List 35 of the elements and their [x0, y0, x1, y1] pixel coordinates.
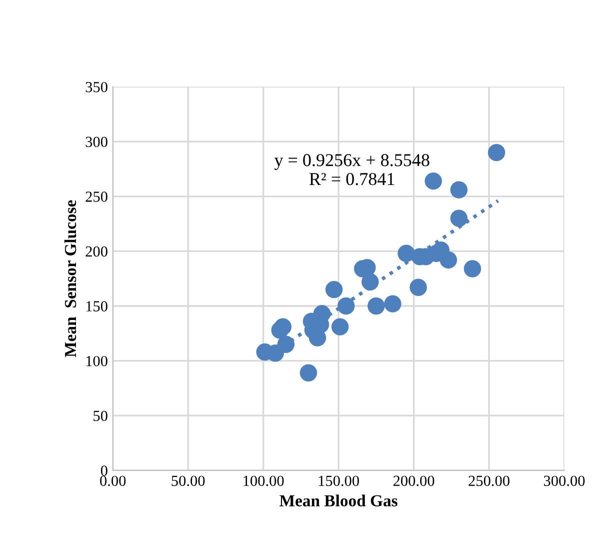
point [277, 336, 294, 353]
point [274, 318, 292, 336]
y-tick-label: 250 [86, 192, 108, 202]
y-tick-label: 0 [100, 466, 108, 476]
point [337, 297, 355, 315]
point [410, 278, 427, 296]
point [368, 297, 385, 315]
annotation: y = 0.9256x + 8.5548 R² = 0.7841 [274, 154, 430, 186]
point [450, 210, 468, 227]
y-tick-label: 50 [94, 410, 108, 422]
point [300, 364, 318, 382]
point [424, 172, 442, 190]
x-axis-title: Mean Blood Gas [280, 494, 398, 506]
x-tick-label: 200.00 [393, 476, 434, 486]
point [450, 181, 468, 198]
point [384, 295, 402, 312]
point [398, 244, 415, 262]
x-tick-label: 100.00 [244, 476, 284, 486]
x-tick-label: 50.00 [172, 476, 205, 486]
point [325, 280, 343, 298]
point [331, 318, 349, 336]
y-tick-label: 300 [86, 136, 108, 148]
x-tick-label: 0.00 [100, 476, 126, 486]
y-tick-label: 350 [86, 82, 108, 92]
point [362, 273, 379, 290]
y-tick-label: 200 [86, 246, 108, 257]
point [464, 260, 482, 278]
x-tick-label: 150.00 [318, 476, 359, 486]
point [440, 251, 458, 269]
y-tick-label: 150 [86, 301, 108, 312]
x-tick-label: 300.00 [544, 476, 585, 486]
y-tick-label: 100 [86, 356, 108, 366]
y-axis-title: Mean Sensor Glucose [64, 200, 76, 358]
x-tick-label: 250.00 [468, 476, 510, 486]
point [488, 144, 506, 162]
